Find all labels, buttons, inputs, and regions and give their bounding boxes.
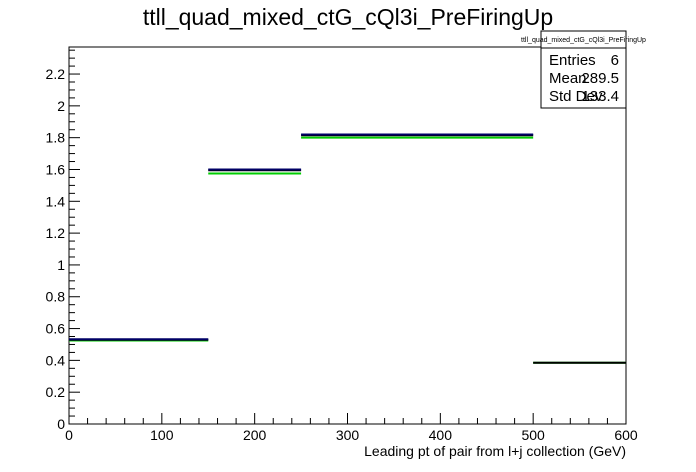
y-tick-label: 1: [57, 257, 65, 273]
y-tick-label: 1.2: [46, 225, 66, 241]
x-tick-label: 400: [429, 427, 453, 443]
x-tick-label: 600: [614, 427, 638, 443]
stats-box: ttll_quad_mixed_ctG_cQl3i_PreFiringUp En…: [521, 30, 646, 109]
axis-ticks: 0 100 200 300 400 500 600 0 0.2 0.4 0.6 0.8 1 1.2 1.4 1…: [46, 49, 638, 443]
x-tick-label: 0: [65, 427, 73, 443]
stats-entries-label: Entries: [549, 52, 596, 69]
y-tick-label: 1.8: [46, 130, 66, 146]
chart-title: ttll_quad_mixed_ctG_cQl3i_PreFiringUp: [143, 4, 553, 30]
stats-box-border: [540, 30, 627, 109]
x-tick-label: 100: [150, 427, 174, 443]
stats-mean-label: Mean: [549, 70, 587, 87]
y-tick-label: 1.6: [46, 161, 66, 177]
stats-box-title: ttll_quad_mixed_ctG_cQl3i_PreFiringUp: [521, 37, 646, 44]
stats-stddev-value: 133.4: [581, 88, 619, 105]
y-tick-label: 2.2: [46, 66, 66, 82]
y-tick-label: 0.2: [46, 384, 66, 400]
data-series: [69, 133, 626, 364]
y-tick-label: 0.8: [46, 289, 66, 305]
x-axis-label: Leading pt of pair from l+j collection (…: [364, 443, 626, 459]
y-tick-label: 0: [57, 416, 65, 432]
stats-mean-value: 289.5: [581, 70, 619, 87]
stats-entries-value: 6: [611, 52, 619, 69]
x-tick-label: 200: [243, 427, 267, 443]
stats-stddev-label: Std Dev: [549, 88, 603, 105]
y-tick-label: 0.6: [46, 321, 66, 337]
y-tick-label: 0.4: [46, 352, 66, 368]
x-tick-label: 300: [336, 427, 360, 443]
x-tick-label: 500: [521, 427, 545, 443]
y-tick-label: 1.4: [46, 193, 66, 209]
y-tick-label: 2: [57, 98, 65, 114]
